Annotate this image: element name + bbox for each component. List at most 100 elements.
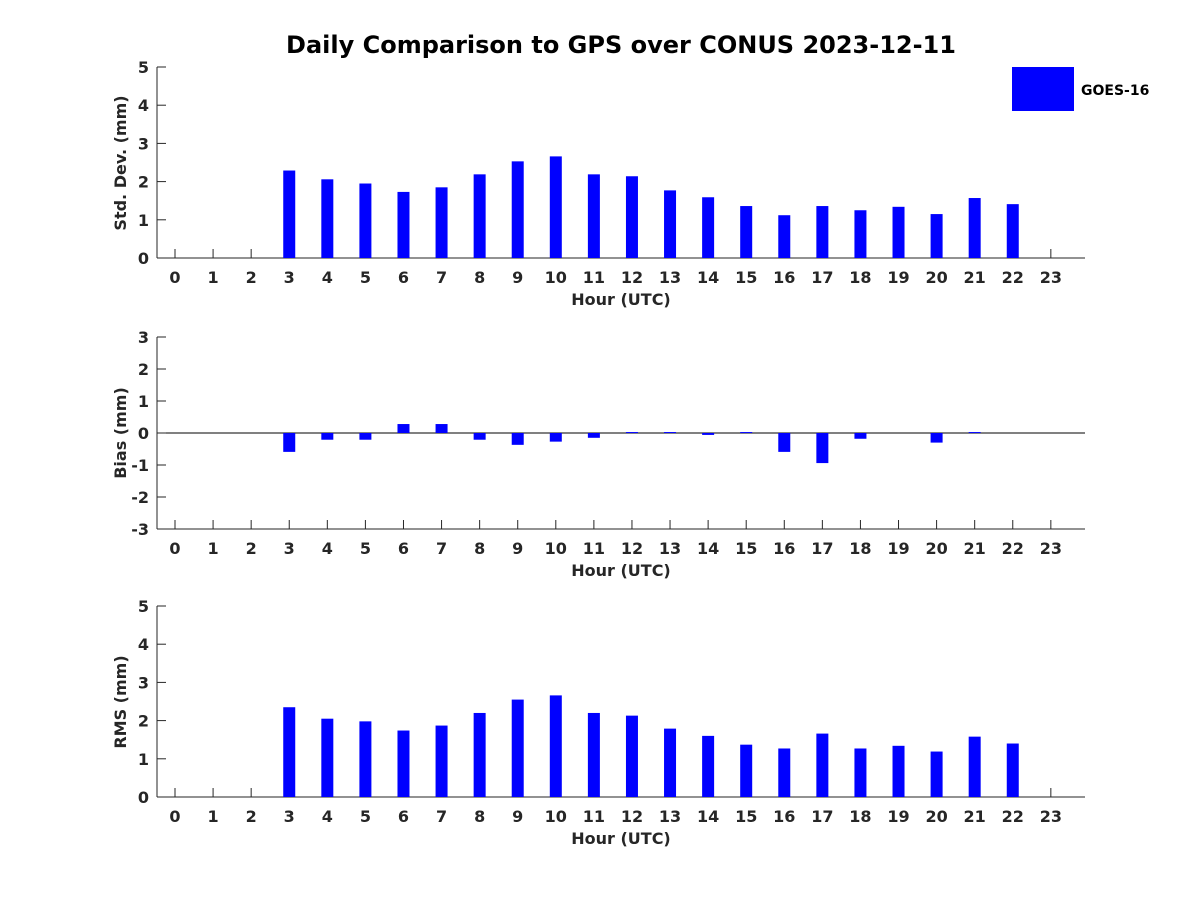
bar-hour-14	[702, 433, 715, 435]
x-tick-label: 13	[659, 268, 681, 287]
y-tick-label: 2	[138, 712, 149, 731]
bar-hour-18	[854, 433, 867, 439]
x-tick-label: 6	[398, 807, 409, 826]
bar-hour-7	[435, 187, 448, 258]
x-tick-label: 2	[246, 807, 257, 826]
x-tick-label: 18	[849, 268, 871, 287]
x-tick-label: 9	[512, 268, 523, 287]
bar-hour-8	[473, 433, 486, 440]
y-tick-label: 0	[138, 788, 149, 807]
bar-hour-18	[854, 748, 867, 797]
x-tick-label: 22	[1002, 268, 1024, 287]
x-tick-label: 1	[208, 807, 219, 826]
bar-hour-19	[892, 206, 905, 258]
x-tick-label: 8	[474, 807, 485, 826]
x-tick-label: 22	[1002, 807, 1024, 826]
x-tick-label: 5	[360, 268, 371, 287]
x-tick-label: 10	[545, 807, 567, 826]
bar-hour-15	[740, 432, 753, 434]
bar-hour-20	[930, 433, 943, 443]
x-axis-label: Hour (UTC)	[571, 290, 671, 309]
x-tick-label: 8	[474, 539, 485, 558]
bar-hour-4	[321, 179, 334, 258]
x-tick-label: 19	[887, 807, 909, 826]
bar-hour-7	[435, 725, 448, 797]
x-tick-label: 1	[208, 539, 219, 558]
x-tick-label: 11	[583, 268, 605, 287]
x-tick-label: 22	[1002, 539, 1024, 558]
bar-hour-10	[549, 433, 562, 442]
bar-hour-12	[625, 432, 638, 434]
bar-hour-6	[397, 730, 410, 797]
x-tick-label: 12	[621, 539, 643, 558]
x-tick-label: 10	[545, 539, 567, 558]
bar-hour-13	[664, 728, 677, 797]
x-tick-label: 4	[322, 539, 333, 558]
x-tick-label: 9	[512, 539, 523, 558]
x-tick-label: 21	[964, 539, 986, 558]
x-tick-label: 0	[169, 268, 180, 287]
y-tick-label: 1	[138, 750, 149, 769]
bar-hour-20	[930, 214, 943, 258]
y-axis-label: Std. Dev. (mm)	[111, 95, 130, 230]
x-tick-label: 8	[474, 268, 485, 287]
y-axis-label: Bias (mm)	[111, 387, 130, 479]
x-tick-label: 5	[360, 539, 371, 558]
x-axis-label: Hour (UTC)	[571, 829, 671, 848]
x-tick-label: 12	[621, 807, 643, 826]
bar-hour-4	[321, 433, 334, 440]
bar-hour-17	[816, 433, 829, 464]
legend-swatch	[1012, 67, 1074, 111]
y-tick-label: 3	[138, 673, 149, 692]
x-tick-label: 16	[773, 807, 795, 826]
bar-hour-5	[359, 721, 372, 797]
bar-hour-16	[778, 433, 791, 452]
y-tick-label: -3	[131, 520, 149, 539]
bar-hour-12	[625, 715, 638, 797]
bar-hour-3	[283, 170, 296, 258]
y-tick-label: -1	[131, 456, 149, 475]
y-tick-label: 4	[138, 96, 149, 115]
bar-hour-21	[968, 198, 981, 258]
y-tick-label: 2	[138, 173, 149, 192]
bar-hour-9	[511, 161, 524, 258]
x-tick-label: 3	[284, 268, 295, 287]
x-tick-label: 17	[811, 807, 833, 826]
x-tick-label: 2	[246, 539, 257, 558]
bar-hour-21	[968, 736, 981, 797]
y-axis-label: RMS (mm)	[111, 655, 130, 748]
x-tick-label: 11	[583, 539, 605, 558]
bar-hour-6	[397, 424, 410, 433]
y-tick-label: 0	[138, 249, 149, 268]
x-tick-label: 14	[697, 807, 719, 826]
bar-hour-9	[511, 699, 524, 797]
bar-hour-5	[359, 433, 372, 440]
bar-hour-11	[587, 712, 600, 797]
x-tick-label: 20	[925, 539, 947, 558]
y-tick-label: 5	[138, 597, 149, 616]
bar-hour-8	[473, 174, 486, 258]
y-tick-label: 0	[138, 424, 149, 443]
bar-hour-3	[283, 707, 296, 797]
x-tick-label: 14	[697, 268, 719, 287]
bar-hour-17	[816, 206, 829, 258]
y-tick-label: 1	[138, 392, 149, 411]
chart-title: Daily Comparison to GPS over CONUS 2023-…	[286, 31, 956, 59]
bar-hour-5	[359, 183, 372, 258]
x-tick-label: 18	[849, 539, 871, 558]
y-tick-label: 3	[138, 328, 149, 347]
x-tick-label: 21	[964, 807, 986, 826]
x-tick-label: 16	[773, 539, 795, 558]
x-tick-label: 13	[659, 807, 681, 826]
x-tick-label: 5	[360, 807, 371, 826]
bar-hour-10	[549, 695, 562, 797]
bar-hour-22	[1006, 743, 1019, 797]
x-tick-label: 21	[964, 268, 986, 287]
bar-hour-11	[587, 174, 600, 258]
bar-hour-3	[283, 433, 296, 452]
x-tick-label: 10	[545, 268, 567, 287]
bar-hour-16	[778, 215, 791, 258]
bar-hour-8	[473, 712, 486, 797]
